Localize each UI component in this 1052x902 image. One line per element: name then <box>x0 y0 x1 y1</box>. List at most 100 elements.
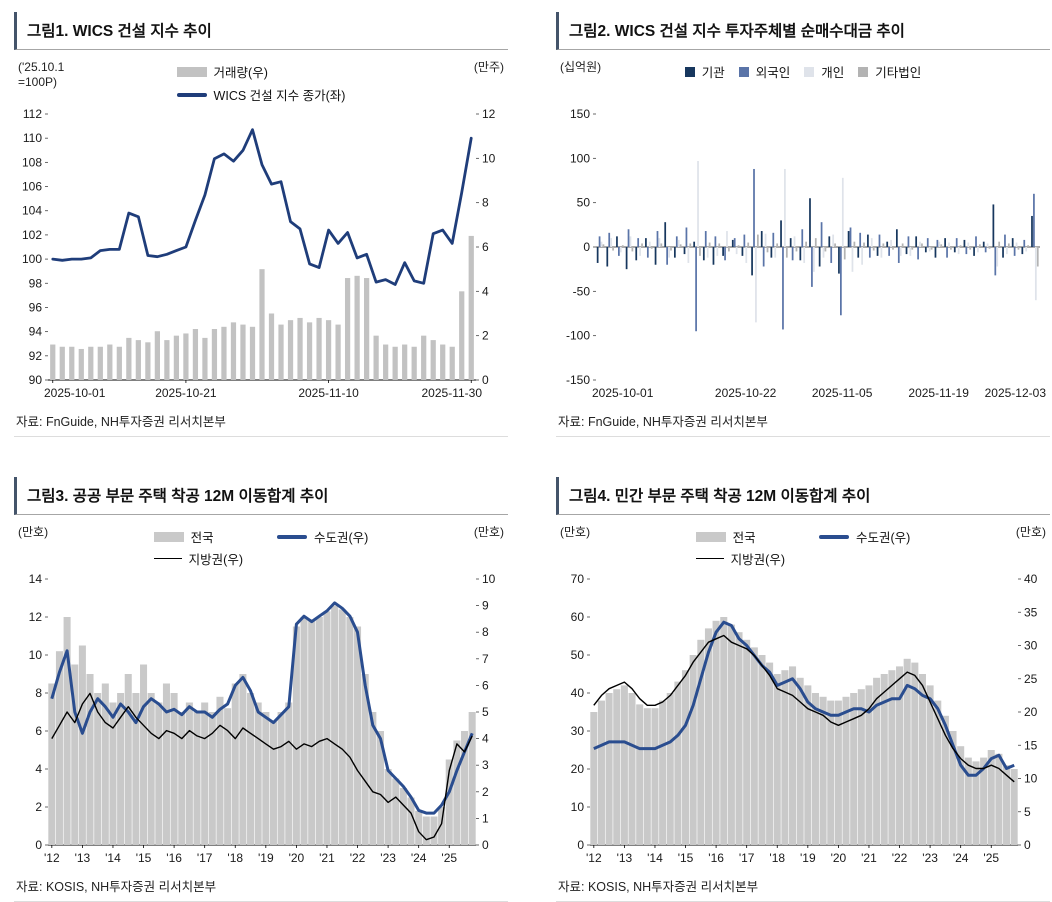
svg-text:30: 30 <box>571 724 585 738</box>
legend-swatch-icon <box>819 534 849 539</box>
svg-text:'20: '20 <box>289 851 305 865</box>
svg-text:'14: '14 <box>105 851 121 865</box>
svg-text:2025-10-01: 2025-10-01 <box>592 386 654 400</box>
legend-item: WICS 건설 지수 종가(좌) <box>176 85 346 104</box>
svg-text:4: 4 <box>35 762 42 776</box>
legend-item: 전국 <box>153 527 243 546</box>
svg-text:10: 10 <box>1024 772 1038 786</box>
svg-text:10: 10 <box>482 151 496 165</box>
legend-label: 기타법인 <box>875 66 922 80</box>
svg-text:20: 20 <box>1024 705 1038 719</box>
svg-text:94: 94 <box>29 325 43 339</box>
legend-label: 전국 <box>732 531 756 545</box>
legend-swatch-icon <box>684 66 695 77</box>
svg-text:'19: '19 <box>800 851 816 865</box>
figure-3-left-axis-unit: (만호) <box>18 525 49 539</box>
svg-text:25: 25 <box>1024 672 1038 686</box>
svg-text:98: 98 <box>29 276 43 290</box>
svg-text:7: 7 <box>482 652 489 666</box>
svg-text:50: 50 <box>571 648 585 662</box>
legend-item: 개인 <box>804 62 844 81</box>
svg-text:104: 104 <box>22 204 42 218</box>
svg-text:1: 1 <box>482 811 489 825</box>
legend-item: 기타법인 <box>858 62 921 81</box>
svg-text:15: 15 <box>1024 738 1038 752</box>
svg-text:'12: '12 <box>44 851 60 865</box>
svg-text:6: 6 <box>482 240 489 254</box>
svg-text:92: 92 <box>29 349 43 363</box>
legend-label: 기관 <box>701 66 725 80</box>
legend-swatch-icon <box>176 92 207 97</box>
figure-2-title: 그림2. WICS 건설 지수 투자주체별 순매수대금 추이 <box>556 12 1050 50</box>
svg-text:100: 100 <box>570 151 590 165</box>
figure-grid: 그림1. WICS 건설 지수 추이 ('25.10.1 =100P) 거래량(… <box>14 12 1050 902</box>
svg-text:6: 6 <box>482 678 489 692</box>
svg-text:2: 2 <box>35 800 42 814</box>
figure-2-source: 자료: FnGuide, NH투자증권 리서치본부 <box>556 411 1050 437</box>
svg-text:8: 8 <box>35 686 42 700</box>
svg-text:0: 0 <box>577 838 584 852</box>
legend-item: 전국 <box>695 527 785 546</box>
svg-text:10: 10 <box>571 800 585 814</box>
svg-text:-150: -150 <box>566 373 590 387</box>
legend-swatch-icon <box>858 66 869 77</box>
figure-3-source: 자료: KOSIS, NH투자증권 리서치본부 <box>14 876 508 902</box>
svg-text:'19: '19 <box>258 851 274 865</box>
svg-text:'14: '14 <box>647 851 663 865</box>
svg-text:9: 9 <box>482 599 489 613</box>
svg-text:'18: '18 <box>227 851 243 865</box>
svg-text:10: 10 <box>482 572 496 586</box>
svg-text:112: 112 <box>23 107 42 121</box>
figure-1-left-axis-unit: ('25.10.1 =100P) <box>18 60 65 89</box>
svg-text:'15: '15 <box>136 851 152 865</box>
svg-text:'16: '16 <box>708 851 724 865</box>
svg-text:2025-10-01: 2025-10-01 <box>44 386 106 400</box>
legend-label: 거래량(우) <box>213 66 268 80</box>
svg-text:4: 4 <box>482 284 489 298</box>
svg-text:'18: '18 <box>769 851 785 865</box>
svg-text:'17: '17 <box>739 851 755 865</box>
svg-text:4: 4 <box>482 732 489 746</box>
svg-text:'16: '16 <box>166 851 182 865</box>
figure-2-plot: -150 -100 -50 0 50 100 150 2025-10-01 2025-10-22… <box>566 107 1047 400</box>
svg-text:12: 12 <box>29 610 43 624</box>
svg-text:'21: '21 <box>319 851 335 865</box>
svg-text:'24: '24 <box>411 851 427 865</box>
svg-text:5: 5 <box>1024 805 1031 819</box>
svg-text:106: 106 <box>22 180 42 194</box>
svg-text:100: 100 <box>22 252 42 266</box>
legend-item: 지방권(우) <box>695 549 785 568</box>
figure-4-title: 그림4. 민간 부문 주택 착공 12M 이동합계 추이 <box>556 477 1050 515</box>
svg-text:2025-11-30: 2025-11-30 <box>422 386 483 400</box>
svg-text:8: 8 <box>482 196 489 210</box>
legend-swatch-icon <box>153 531 184 542</box>
svg-text:96: 96 <box>29 300 43 314</box>
figure-4-legend: 전국 수도권(우) 지방권(우) <box>695 527 910 568</box>
figure-2-legend: 기관 외국인 개인 기타법인 <box>684 62 921 81</box>
legend-label: 외국인 <box>755 66 791 80</box>
figure-3-right-axis-unit: (만호) <box>473 525 504 539</box>
figure-4-panel: 그림4. 민간 부문 주택 착공 12M 이동합계 추이 (만호) 전국 수도권(… <box>556 477 1050 902</box>
figure-3-panel: 그림3. 공공 부문 주택 착공 12M 이동합계 추이 (만호) 전국 수도권(… <box>14 477 508 902</box>
figure-1-source: 자료: FnGuide, NH투자증권 리서치본부 <box>14 411 508 437</box>
svg-text:2025-12-03: 2025-12-03 <box>985 386 1047 400</box>
svg-text:30: 30 <box>1024 639 1038 653</box>
svg-text:-50: -50 <box>573 284 591 298</box>
figure-2-chart-header: (십억원) 기관 외국인 개인 기타법인 <box>556 58 1050 106</box>
figure-4-source: 자료: KOSIS, NH투자증권 리서치본부 <box>556 876 1050 902</box>
svg-text:60: 60 <box>571 610 585 624</box>
svg-text:5: 5 <box>482 705 489 719</box>
svg-text:'17: '17 <box>197 851 213 865</box>
svg-text:150: 150 <box>570 107 590 121</box>
figure-3-title: 그림3. 공공 부문 주택 착공 12M 이동합계 추이 <box>14 477 508 515</box>
svg-text:70: 70 <box>571 572 585 586</box>
legend-item: 거래량(우) <box>176 62 268 81</box>
figure-1-legend: 거래량(우) WICS 건설 지수 종가(좌) <box>176 62 346 104</box>
legend-label: WICS 건설 지수 종가(좌) <box>213 89 346 103</box>
figure-3-chart-header: (만호) 전국 수도권(우) 지방권(우) (만호) <box>14 523 508 571</box>
legend-swatch-icon <box>153 558 182 559</box>
svg-text:102: 102 <box>22 228 42 242</box>
legend-item: 수도권(우) <box>819 527 910 546</box>
svg-text:'13: '13 <box>75 851 91 865</box>
figure-1-plot: 90 92 94 96 98 100 102 104 106 108 110 112 0 2 4 6 8 10 12… <box>22 107 496 400</box>
